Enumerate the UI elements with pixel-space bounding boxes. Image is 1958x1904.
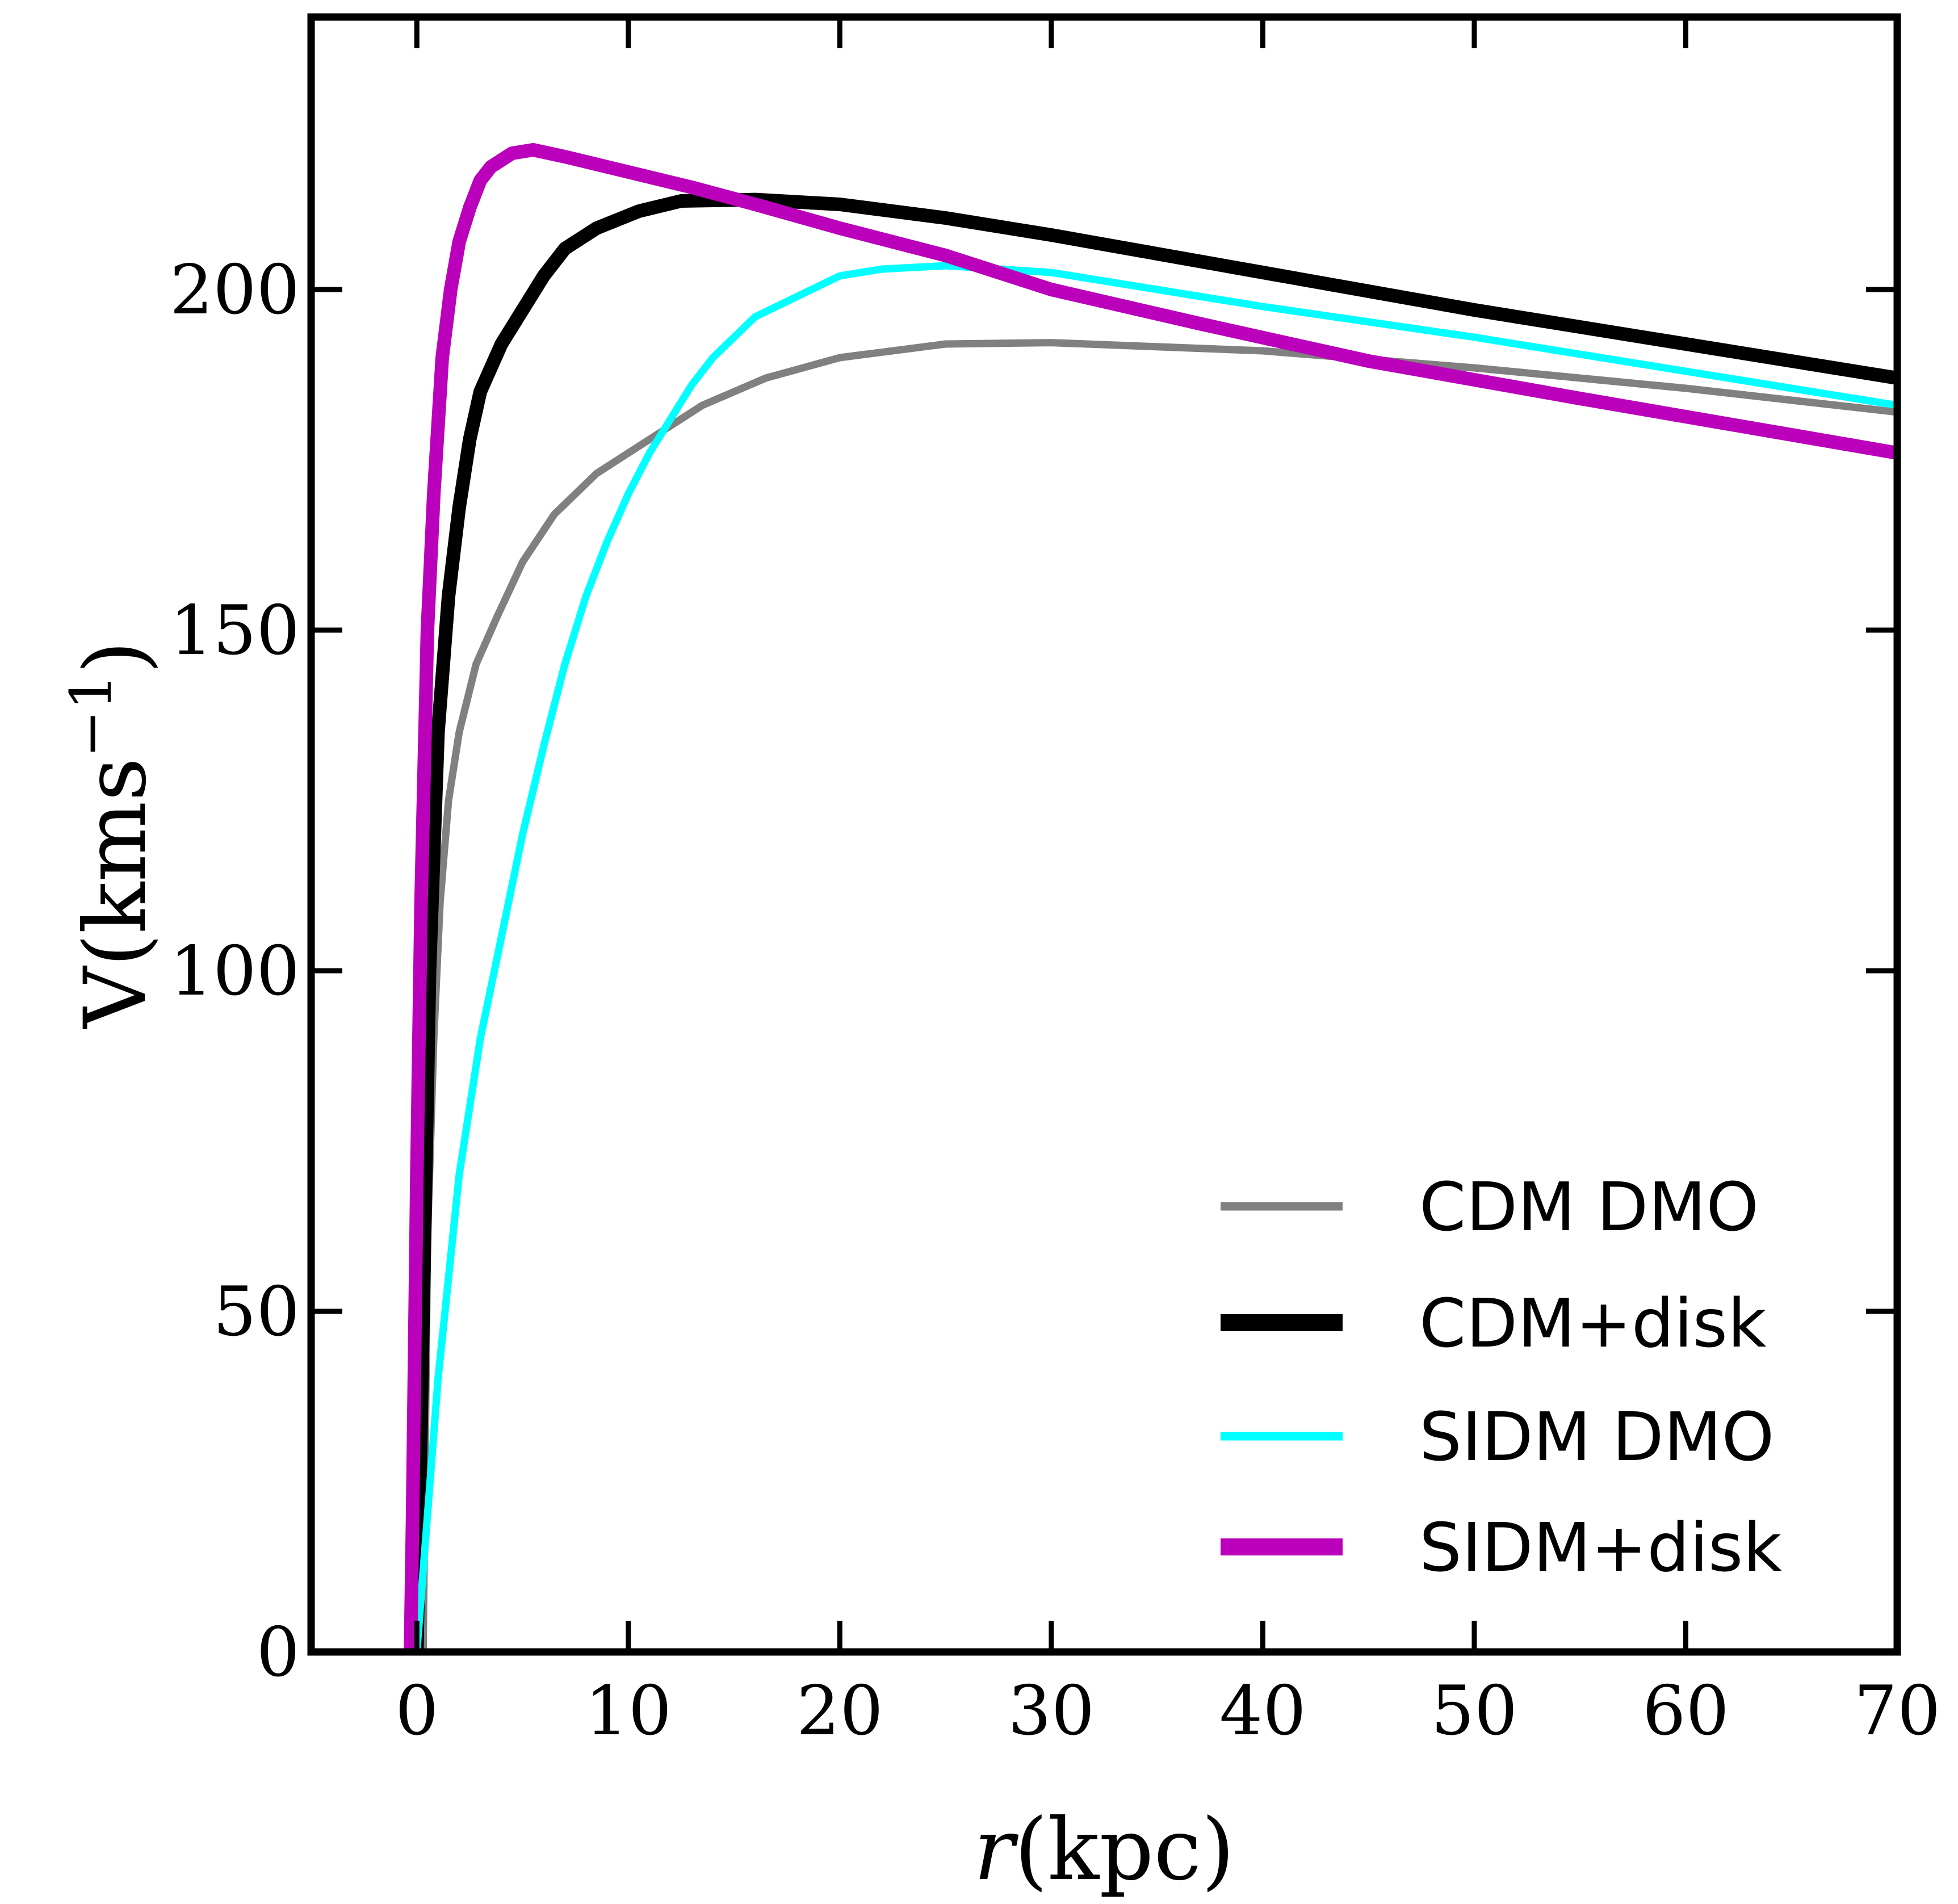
series-line-sidm-disk [404,143,1897,1652]
y-axis-label: V(kms−1) [58,641,165,1030]
y-tick-label: 0 [257,1613,300,1692]
x-tick-label: 50 [1431,1672,1518,1751]
legend: CDM DMO CDM+disk SIDM DMO SIDM+disk [1221,1168,1782,1587]
x-tick-label: 30 [1008,1672,1095,1751]
x-tick-label: 40 [1219,1672,1306,1751]
x-tick-label: 60 [1642,1672,1729,1751]
x-axis-label: r(kpc) [974,1801,1235,1899]
legend-label-cdm-dmo: CDM DMO [1419,1168,1759,1246]
x-tick-label: 10 [585,1672,672,1751]
legend-label-sidm-disk: SIDM+disk [1419,1508,1782,1587]
legend-label-cdm-disk: CDM+disk [1419,1284,1766,1362]
y-axis-label-group: V(kms−1) [58,641,165,1030]
y-tick-label: 200 [170,251,300,330]
legend-label-sidm-dmo: SIDM DMO [1419,1398,1774,1476]
y-tick-label: 150 [170,592,300,670]
y-axis-label-main: V(kms [66,758,165,1030]
series-layer [404,143,1897,1652]
series-line-cdm-dmo [419,339,1897,1652]
y-axis-label-close: ) [66,641,165,674]
x-tick-label: 70 [1854,1672,1941,1751]
x-tick-label: 20 [796,1672,883,1751]
ticks-layer [311,17,1900,1655]
y-tick-label: 50 [213,1273,300,1352]
y-axis-label-superscript: −1 [58,674,124,757]
tick-labels-layer: 0 10 20 30 40 50 60 70 0 50 100 150 200 [170,251,1940,1751]
x-axis-label-variable: r [974,1801,1019,1899]
y-tick-label: 100 [170,932,300,1011]
series-line-cdm-disk [410,192,1897,1652]
x-tick-label: 0 [395,1672,438,1751]
series-line-sidm-dmo [413,262,1897,1652]
x-axis-label-unit: (kpc) [1014,1801,1235,1899]
plot-frame [307,13,1901,1656]
